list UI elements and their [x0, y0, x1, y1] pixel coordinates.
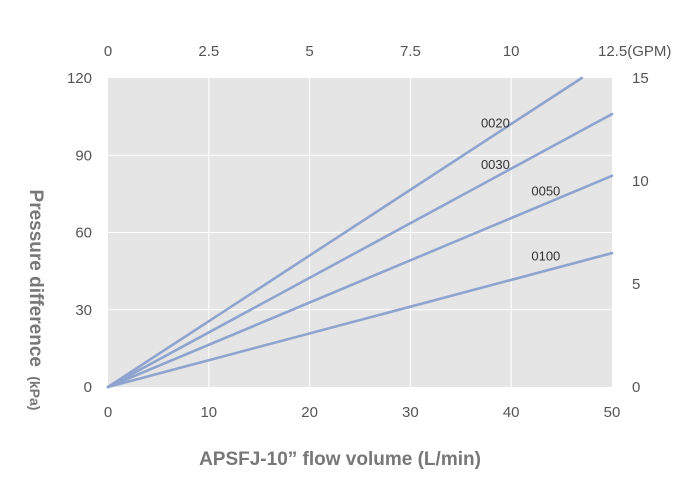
- y2-tick-label: 5: [632, 276, 640, 293]
- x-tick-label: 30: [402, 404, 419, 421]
- x-tick-label: 50: [604, 404, 621, 421]
- x-tick-label: 10: [200, 404, 217, 421]
- x-tick-label: 0: [104, 404, 112, 421]
- x-axis-title: APSFJ-10” flow volume (L/min): [199, 449, 481, 470]
- series-label-0030: 0030: [481, 157, 510, 172]
- series-line-0020: [106, 76, 584, 389]
- series-label-0100: 0100: [531, 249, 560, 264]
- x2-tick-label: 10: [503, 43, 520, 60]
- series-line-0100: [106, 251, 614, 389]
- x2-tick-label: 0: [104, 43, 112, 60]
- y-tick-label: 30: [75, 302, 92, 319]
- series-labels: 0020 0030 0050 0100: [481, 116, 560, 264]
- y-tick-label: 0: [84, 379, 92, 396]
- series-lines: [106, 76, 614, 389]
- series-line-0050: [106, 174, 614, 389]
- series-line-0030: [106, 112, 614, 389]
- x-tick-label: 20: [301, 404, 318, 421]
- grid: [108, 78, 612, 387]
- y-tick-label: 60: [75, 225, 92, 242]
- x2-tick-label: 7.5: [400, 43, 421, 60]
- y-tick-label: 120: [67, 70, 92, 87]
- series-label-0020: 0020: [481, 116, 510, 131]
- x2-tick-label: 2.5: [198, 43, 219, 60]
- y2-tick-label: 0: [632, 379, 640, 396]
- y-axis-title: Pressure difference: [25, 190, 46, 367]
- y2-tick-label: 10: [632, 173, 649, 190]
- y2-tick-label: 15: [632, 70, 649, 87]
- series-label-0050: 0050: [531, 184, 560, 199]
- y-axis-title-group: Pressure difference (kPa): [25, 190, 46, 411]
- y-tick-label: 90: [75, 147, 92, 164]
- x2-tick-label: 5: [305, 43, 313, 60]
- y-axis-unit: (kPa): [27, 376, 43, 410]
- x-tick-label: 40: [503, 404, 520, 421]
- svg-text:Pressure difference (kPa: Pressure difference (kPa): [25, 190, 46, 411]
- x2-tick-label: 12.5(GPM): [598, 43, 671, 60]
